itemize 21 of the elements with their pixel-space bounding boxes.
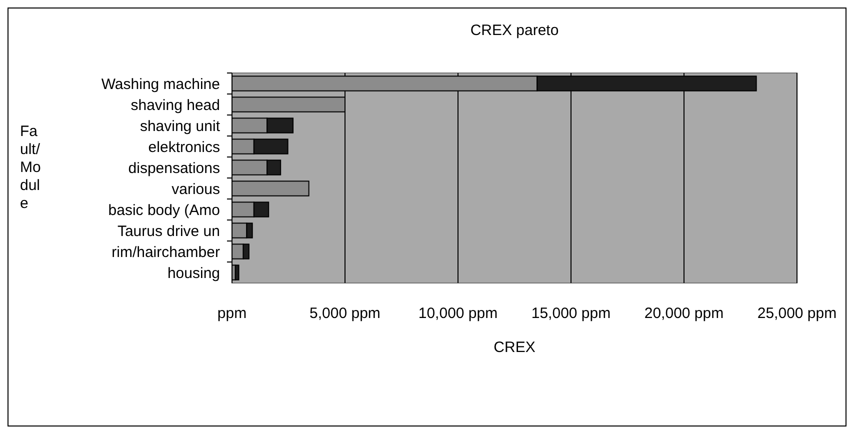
x-tick-label: 10,000 ppm (418, 305, 498, 322)
y-tick-label: dispensations (128, 160, 220, 177)
x-axis-title: CREX (494, 339, 536, 356)
y-tick-label: rim/hairchamber (112, 244, 220, 261)
x-tick-label: 5,000 ppm (310, 305, 380, 322)
y-tick-label: Taurus drive un (117, 222, 220, 240)
y-tick-label: shaving head (130, 96, 220, 114)
bar (232, 180, 310, 196)
bar (234, 264, 240, 280)
y-tick-label: Washing machine (101, 76, 220, 93)
x-tick-label: 25,000 ppm (757, 305, 837, 322)
y-tick-label: various (172, 180, 220, 198)
chart-title: CREX pareto (470, 22, 559, 39)
y-tick-label: shaving unit (140, 118, 221, 135)
y-tick-label: housing (167, 264, 220, 282)
y-axis-title: Fault/Module (20, 123, 41, 212)
y-tick-label: elektronics (148, 138, 220, 156)
x-tick-label: 20,000 ppm (644, 305, 724, 322)
x-tick-label: ppm (217, 305, 247, 322)
x-tick-label: 15,000 ppm (531, 305, 611, 322)
y-tick-label: basic body (Amo (108, 202, 220, 219)
